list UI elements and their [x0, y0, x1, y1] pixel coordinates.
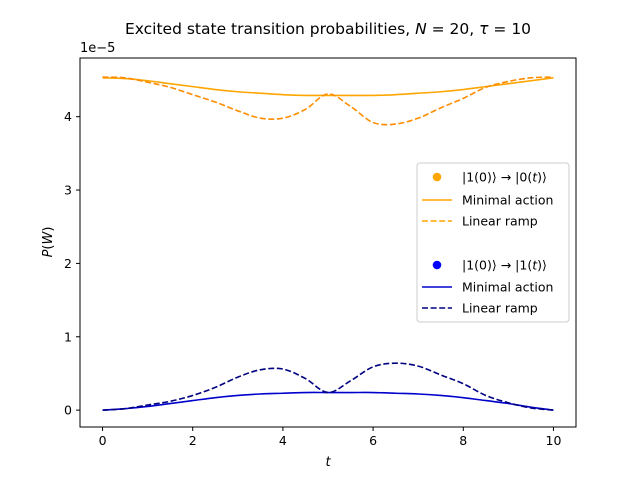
x-tick-label: 0: [99, 433, 107, 448]
y-tick-label: 3: [64, 183, 72, 198]
series-line-3: [102, 362, 554, 411]
title-n-value: = 20,: [427, 20, 479, 38]
legend-label-5: Linear ramp: [462, 301, 538, 316]
series-line-1: [102, 76, 554, 126]
x-tick-label: 8: [459, 433, 467, 448]
title-prefix: Excited state transition probabilities,: [125, 20, 415, 38]
legend-marker-3: [432, 260, 442, 270]
y-axis-ticks: 0 1 2 3 4: [64, 109, 80, 418]
legend-label-4: Minimal action: [462, 280, 553, 295]
x-tick-label: 4: [279, 433, 287, 448]
legend: |1(0)⟩ → |0(t)⟩ Minimal action Linear ramp…: [416, 162, 570, 323]
title-n-symbol: N: [415, 20, 427, 38]
x-tick-label: 2: [189, 433, 197, 448]
legend-marker-0: [432, 172, 442, 182]
plot-frame: [79, 57, 577, 428]
legend-label-2: Linear ramp: [462, 214, 538, 229]
y-tick-label: 1: [64, 329, 72, 344]
series-layer: [102, 76, 554, 411]
plot-area: 0 2 4 6 8 10 0 1 2 3 4: [64, 57, 577, 448]
y-axis-multiplier: 1e−5: [80, 41, 115, 56]
y-tick-label: 2: [64, 256, 72, 271]
title-tau-symbol: τ: [479, 20, 489, 38]
y-axis-label-w: W: [41, 231, 56, 245]
chart-title: Excited state transition probabilities, …: [125, 20, 531, 38]
y-axis-label: P(W): [41, 227, 56, 258]
legend-label-1: Minimal action: [462, 193, 553, 208]
y-axis-label-p: P: [41, 249, 56, 257]
title-tau-value: = 10: [488, 20, 531, 38]
x-axis-ticks: 0 2 4 6 8 10: [99, 427, 562, 448]
legend-box: [416, 162, 570, 323]
series-line-0: [102, 77, 554, 97]
y-tick-label: 4: [64, 109, 72, 124]
legend-label-3: |1(0)⟩ → |1(t)⟩: [462, 258, 547, 273]
x-tick-label: 6: [369, 433, 377, 448]
x-axis-label: t: [325, 455, 331, 470]
legend-label-0: |1(0)⟩ → |0(t)⟩: [462, 170, 547, 185]
x-tick-label: 10: [546, 433, 562, 448]
y-tick-label: 0: [64, 403, 72, 418]
